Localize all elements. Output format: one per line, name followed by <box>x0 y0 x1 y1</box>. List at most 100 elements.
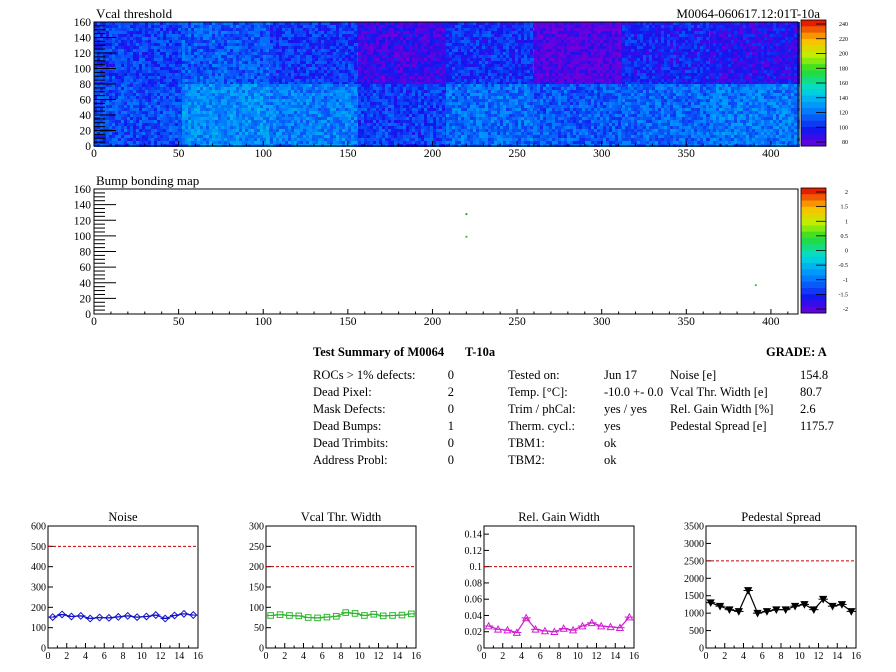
pixel-cell <box>230 46 233 49</box>
pixel-cell <box>794 49 797 52</box>
pixel-cell <box>618 43 621 46</box>
pixel-cell <box>115 58 118 61</box>
pixel-cell <box>546 67 549 70</box>
pixel-cell <box>409 55 412 58</box>
pixel-cell <box>172 40 175 43</box>
pixel-cell <box>391 37 394 40</box>
pixel-cell <box>300 28 303 31</box>
pixel-cell <box>106 25 109 28</box>
pixel-cell <box>351 67 354 70</box>
pixel-cell <box>452 61 455 64</box>
pixel-cell <box>191 52 194 55</box>
pixel-cell <box>597 22 600 25</box>
pixel-cell <box>221 25 224 28</box>
pixel-cell <box>436 79 439 82</box>
pixel-cell <box>385 25 388 28</box>
pixel-cell <box>646 49 649 52</box>
pixel-cell <box>172 58 175 61</box>
pixel-cell <box>758 22 761 25</box>
pixel-cell <box>612 73 615 76</box>
pixel-cell <box>103 76 106 79</box>
pixel-cell <box>673 52 676 55</box>
pixel-cell <box>197 76 200 79</box>
pixel-cell <box>652 79 655 82</box>
pixel-cell <box>324 31 327 34</box>
pixel-cell <box>439 46 442 49</box>
pixel-cell <box>676 31 679 34</box>
pixel-cell <box>794 67 797 70</box>
pixel-cell <box>652 73 655 76</box>
pixel-cell <box>652 22 655 25</box>
pixel-cell <box>327 70 330 73</box>
pixel-cell <box>433 64 436 67</box>
pixel-cell <box>716 73 719 76</box>
pixel-cell <box>761 67 764 70</box>
pixel-cell <box>658 70 661 73</box>
pixel-cell <box>564 34 567 37</box>
pixel-cell <box>215 58 218 61</box>
pixel-cell <box>361 49 364 52</box>
pixel-cell <box>230 61 233 64</box>
pixel-cell <box>582 79 585 82</box>
pixel-cell <box>136 55 139 58</box>
pixel-cell <box>230 79 233 82</box>
pixel-cell <box>315 79 318 82</box>
pixel-cell <box>764 31 767 34</box>
pixel-cell <box>694 28 697 31</box>
pixel-cell <box>552 70 555 73</box>
pixel-cell <box>212 37 215 40</box>
pixel-cell <box>564 22 567 25</box>
pixel-cell <box>379 61 382 64</box>
pixel-cell <box>194 37 197 40</box>
pixel-cell <box>679 55 682 58</box>
pixel-cell <box>779 46 782 49</box>
pixel-cell <box>197 61 200 64</box>
pixel-cell <box>145 79 148 82</box>
pixel-cell <box>594 49 597 52</box>
pixel-cell <box>315 76 318 79</box>
pixel-cell <box>333 55 336 58</box>
pixel-cell <box>400 52 403 55</box>
pixel-cell <box>321 67 324 70</box>
pixel-cell <box>224 70 227 73</box>
pixel-cell <box>409 40 412 43</box>
pixel-cell <box>524 76 527 79</box>
pixel-cell <box>224 79 227 82</box>
pixel-cell <box>500 37 503 40</box>
pixel-cell <box>139 40 142 43</box>
pixel-cell <box>582 46 585 49</box>
pixel-cell <box>670 82 673 85</box>
pixel-cell <box>297 28 300 31</box>
pixel-cell <box>558 64 561 67</box>
pixel-cell <box>788 76 791 79</box>
pixel-cell <box>609 70 612 73</box>
pixel-cell <box>631 40 634 43</box>
pixel-cell <box>345 79 348 82</box>
pixel-cell <box>564 55 567 58</box>
pixel-cell <box>670 76 673 79</box>
pixel-cell <box>230 82 233 85</box>
pixel-cell <box>227 64 230 67</box>
pixel-cell <box>561 67 564 70</box>
pixel-cell <box>509 34 512 37</box>
pixel-cell <box>791 52 794 55</box>
pixel-cell <box>97 76 100 79</box>
pixel-cell <box>500 79 503 82</box>
pixel-cell <box>251 58 254 61</box>
pixel-cell <box>412 79 415 82</box>
pixel-cell <box>509 37 512 40</box>
pixel-cell <box>600 52 603 55</box>
pixel-cell <box>139 28 142 31</box>
pixel-cell <box>336 22 339 25</box>
pixel-cell <box>427 31 430 34</box>
pixel-cell <box>534 61 537 64</box>
pixel-cell <box>670 34 673 37</box>
pixel-cell <box>318 40 321 43</box>
pixel-cell <box>248 22 251 25</box>
pixel-cell <box>497 82 500 85</box>
pixel-cell <box>330 73 333 76</box>
pixel-cell <box>318 49 321 52</box>
pixel-cell <box>749 31 752 34</box>
pixel-cell <box>239 28 242 31</box>
pixel-cell <box>606 55 609 58</box>
